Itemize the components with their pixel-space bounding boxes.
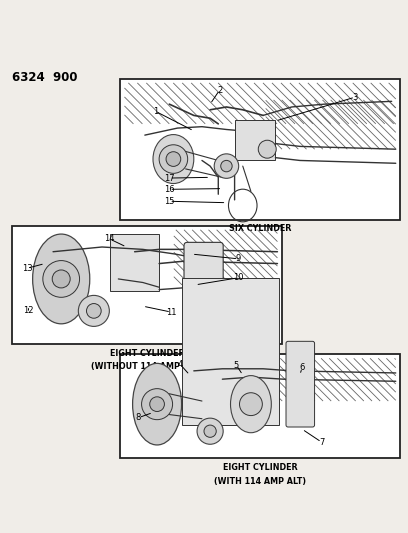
Bar: [235, 120, 275, 160]
Text: 13: 13: [22, 264, 32, 273]
Ellipse shape: [231, 376, 271, 433]
FancyBboxPatch shape: [184, 243, 223, 314]
Circle shape: [150, 397, 164, 411]
Ellipse shape: [153, 134, 194, 183]
Bar: [110, 233, 159, 291]
Text: 11: 11: [166, 308, 176, 317]
Circle shape: [197, 418, 223, 445]
Text: EIGHT CYLINDER: EIGHT CYLINDER: [223, 463, 297, 472]
Bar: [120, 354, 400, 458]
Text: EIGHT CYLINDER: EIGHT CYLINDER: [110, 349, 184, 358]
Text: 6324  900: 6324 900: [12, 71, 78, 84]
Text: 4: 4: [178, 360, 183, 369]
Text: 1: 1: [153, 107, 158, 116]
Text: 17: 17: [164, 174, 175, 183]
Bar: [182, 278, 279, 425]
Circle shape: [166, 152, 181, 166]
Circle shape: [221, 160, 232, 172]
Text: 12: 12: [23, 306, 33, 315]
Circle shape: [204, 425, 216, 438]
Text: 10: 10: [233, 273, 244, 282]
Text: 8: 8: [136, 413, 141, 422]
Bar: [120, 79, 400, 220]
Text: 6: 6: [299, 364, 305, 372]
Text: (WITH 114 AMP ALT): (WITH 114 AMP ALT): [214, 477, 306, 486]
Circle shape: [239, 393, 262, 416]
Text: SIX CYLINDER: SIX CYLINDER: [229, 224, 291, 233]
Text: 7: 7: [319, 438, 324, 447]
Circle shape: [142, 389, 173, 419]
Circle shape: [159, 145, 188, 173]
Text: 5: 5: [234, 361, 239, 370]
Circle shape: [52, 270, 70, 288]
Text: 14: 14: [104, 234, 114, 243]
FancyBboxPatch shape: [286, 341, 315, 427]
Ellipse shape: [33, 234, 90, 324]
Text: (WITHOUT 114 AMP ALT): (WITHOUT 114 AMP ALT): [91, 362, 202, 372]
Text: 3: 3: [353, 93, 358, 102]
Text: 15: 15: [164, 197, 175, 206]
Circle shape: [258, 140, 276, 158]
Ellipse shape: [133, 364, 182, 445]
Circle shape: [43, 261, 80, 297]
Circle shape: [214, 154, 239, 179]
Circle shape: [78, 295, 109, 326]
Bar: [12, 225, 282, 344]
Text: 16: 16: [164, 185, 175, 194]
Circle shape: [86, 304, 101, 318]
Text: 2: 2: [217, 86, 222, 94]
Text: 9: 9: [236, 254, 241, 263]
